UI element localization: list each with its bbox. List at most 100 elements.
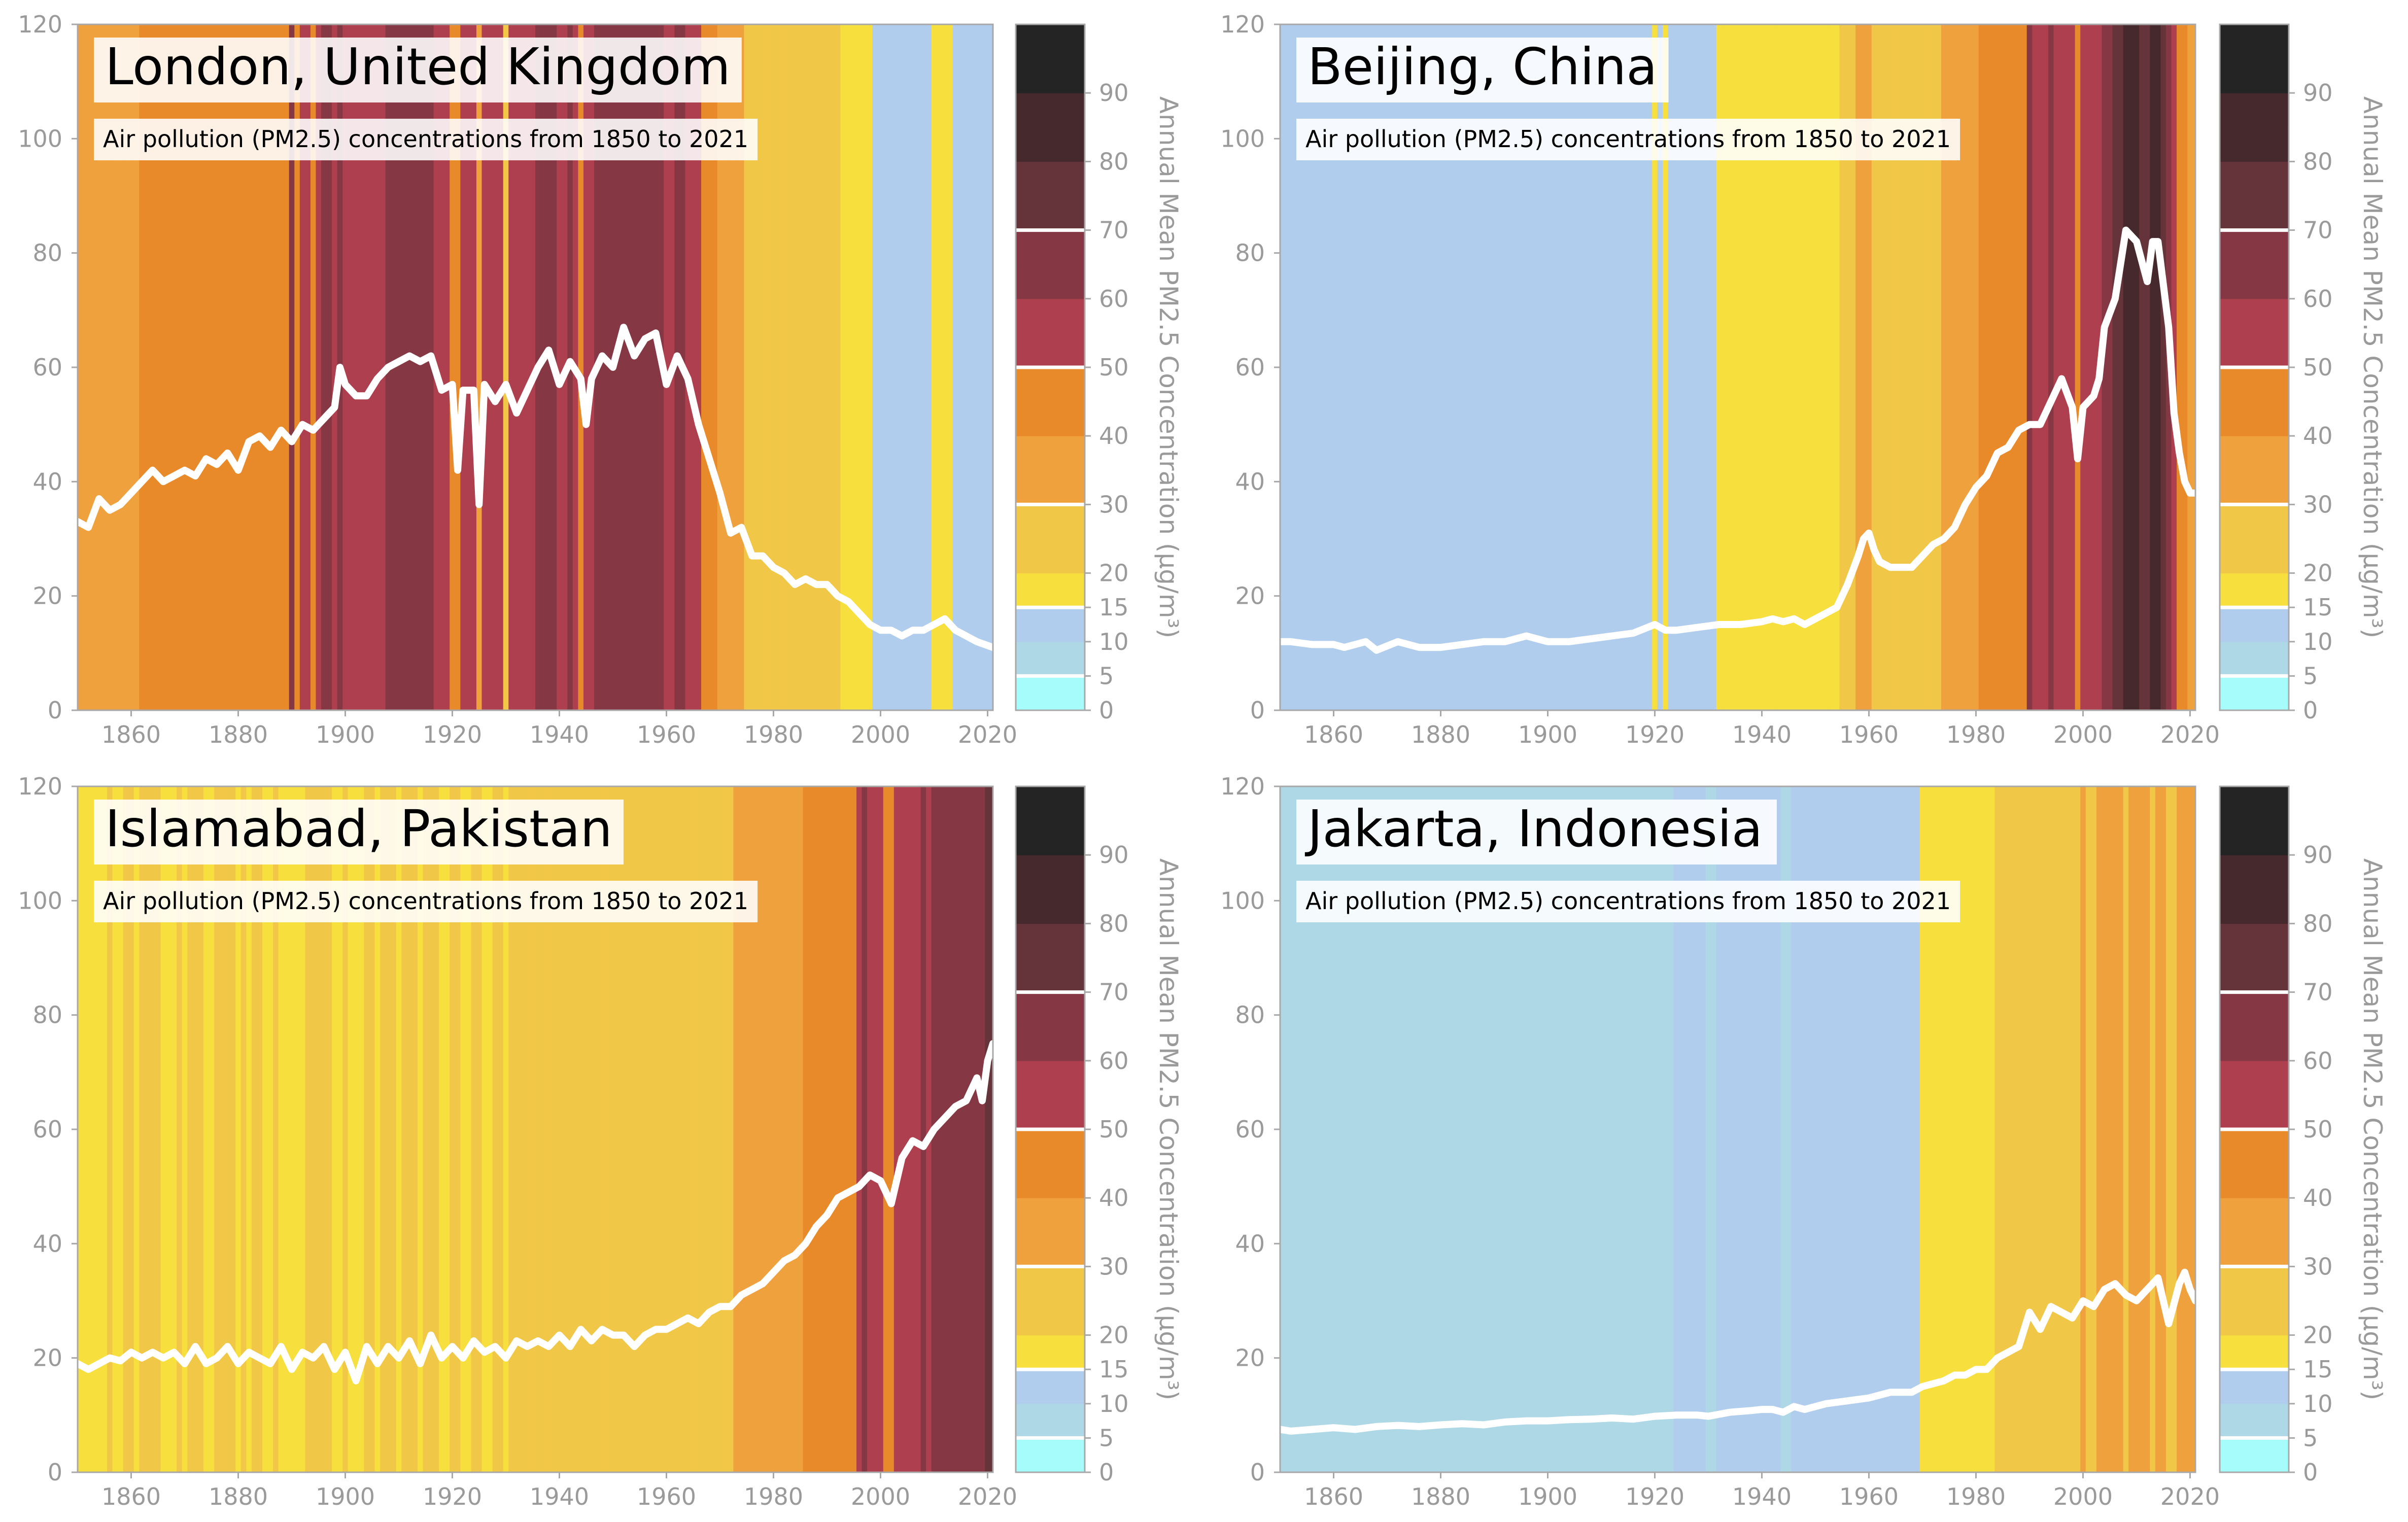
stripe-1975 <box>1946 786 1952 1472</box>
y-tick-label: 0 <box>1250 697 1265 724</box>
stripe-1862 <box>139 786 145 1472</box>
stripe-1982 <box>1984 786 1990 1472</box>
stripe-1947 <box>594 786 600 1472</box>
stripe-1930 <box>503 24 509 710</box>
y-tick-label: 80 <box>1235 1001 1265 1029</box>
stripe-1866 <box>1363 786 1369 1472</box>
stripe-1888 <box>1481 786 1487 1472</box>
stripe-2016 <box>2165 786 2172 1472</box>
stripe-1992 <box>2037 24 2044 710</box>
y-tick-label: 100 <box>18 887 62 914</box>
stripe-1993 <box>840 786 846 1472</box>
stripe-1943 <box>572 786 579 1472</box>
stripe-1945 <box>1785 786 1792 1472</box>
stripe-1897 <box>326 786 332 1472</box>
colorbar-tick-label: 5 <box>2303 662 2318 689</box>
stripe-2009 <box>2128 786 2135 1472</box>
stripe-1924 <box>471 24 477 710</box>
stripe-2008 <box>920 24 926 710</box>
stripe-2007 <box>2118 24 2124 710</box>
stripe-1891 <box>294 786 300 1472</box>
stripe-1855 <box>1304 24 1310 710</box>
stripe-1945 <box>583 24 590 710</box>
stripe-1884 <box>1459 24 1465 710</box>
stripe-1909 <box>1593 24 1599 710</box>
stripe-1853 <box>1293 786 1299 1472</box>
stripe-1967 <box>701 24 707 710</box>
stripe-1863 <box>144 786 151 1472</box>
stripe-1913 <box>412 786 418 1472</box>
stripe-1961 <box>1871 786 1878 1472</box>
stripe-1872 <box>1395 24 1401 710</box>
stripe-1855 <box>1304 786 1310 1472</box>
stripe-1931 <box>1711 24 1717 710</box>
stripe-1873 <box>1400 786 1406 1472</box>
stripe-2007 <box>915 786 921 1472</box>
stripe-1869 <box>1379 24 1385 710</box>
chart-subtitle-box <box>1296 881 1960 922</box>
stripe-1935 <box>530 786 536 1472</box>
stripe-1916 <box>1631 786 1637 1472</box>
chart-subtitle-box <box>1296 119 1960 160</box>
colorbar-bin <box>2220 573 2289 608</box>
colorbar-tick-label: 40 <box>2303 422 2333 449</box>
stripe-1943 <box>1775 24 1781 710</box>
stripe-2018 <box>974 786 980 1472</box>
colorbar-bin <box>2220 958 2289 993</box>
y-tick-label: 60 <box>32 1116 62 1143</box>
stripe-1934 <box>524 786 531 1472</box>
stripe-1928 <box>1695 24 1701 710</box>
stripe-1975 <box>744 24 750 710</box>
stripe-1982 <box>781 24 787 710</box>
y-tick-label: 0 <box>48 697 62 724</box>
stripe-1898 <box>1534 24 1540 710</box>
stripe-2008 <box>2123 786 2129 1472</box>
colorbar-bin <box>1016 470 1085 505</box>
stripe-1858 <box>118 24 124 710</box>
stripe-1926 <box>481 24 488 710</box>
colorbar-bin <box>1016 1198 1085 1233</box>
stripe-1987 <box>808 24 814 710</box>
colorbar-tick-label: 15 <box>1099 1356 1129 1383</box>
stripe-1901 <box>1550 786 1557 1472</box>
y-tick-label: 100 <box>1220 125 1265 152</box>
stripe-1933 <box>1722 786 1728 1472</box>
stripe-1859 <box>1325 786 1332 1472</box>
stripe-1940 <box>1759 786 1765 1472</box>
stripe-1980 <box>1973 24 1979 710</box>
stripe-1858 <box>1320 786 1326 1472</box>
stripe-1910 <box>1598 24 1605 710</box>
stripe-1919 <box>1646 24 1653 710</box>
stripe-1920 <box>1652 786 1658 1472</box>
stripe-1970 <box>1919 24 1926 710</box>
stripe-1869 <box>177 24 183 710</box>
y-tick-label: 120 <box>1220 11 1265 38</box>
stripe-1893 <box>1507 24 1513 710</box>
stripe-1999 <box>872 24 878 710</box>
stripe-1964 <box>685 786 691 1472</box>
stripe-1860 <box>1331 24 1337 710</box>
stripe-2002 <box>2091 24 2097 710</box>
stripe-1957 <box>1850 786 1856 1472</box>
stripe-1876 <box>214 786 220 1472</box>
stripe-1957 <box>647 786 653 1472</box>
colorbar-bin <box>1016 230 1085 265</box>
stripe-1859 <box>123 786 129 1472</box>
stripe-1898 <box>1534 786 1540 1472</box>
stripe-1904 <box>1566 786 1572 1472</box>
stripe-1892 <box>1502 24 1508 710</box>
stripe-1991 <box>2032 24 2038 710</box>
stripe-1948 <box>599 786 605 1472</box>
stripe-1928 <box>492 24 498 710</box>
stripe-1952 <box>1823 786 1830 1472</box>
stripe-1871 <box>1390 24 1396 710</box>
stripe-1885 <box>262 786 268 1472</box>
stripe-2014 <box>952 786 959 1472</box>
stripe-1925 <box>1678 786 1685 1472</box>
stripe-1921 <box>455 786 461 1472</box>
stripe-1919 <box>444 24 450 710</box>
stripe-1926 <box>1684 786 1690 1472</box>
stripe-1997 <box>862 24 868 710</box>
stripe-1942 <box>1770 786 1776 1472</box>
